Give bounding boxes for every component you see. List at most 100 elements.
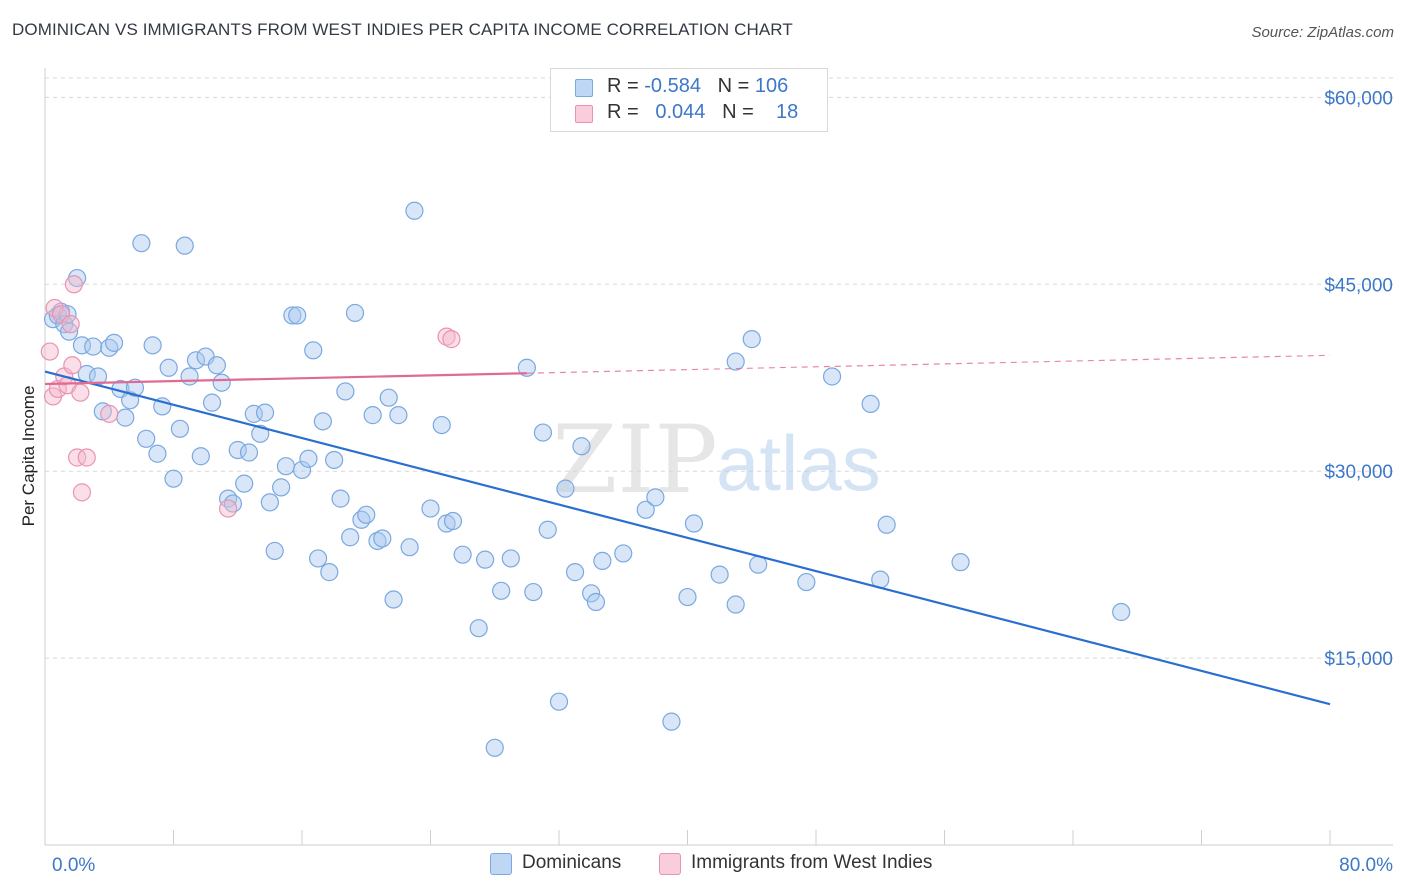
legend-swatch-west-indies bbox=[659, 853, 681, 875]
dominicans-point bbox=[132, 234, 151, 253]
legend-n-label: N = bbox=[717, 75, 755, 97]
west-indies-point bbox=[72, 483, 92, 502]
x-tick-max: 80.0% bbox=[1339, 855, 1393, 876]
dominicans-point bbox=[469, 619, 488, 638]
west-indies-trend-line bbox=[44, 372, 527, 386]
dominicans-point bbox=[572, 437, 591, 456]
dominicans-point bbox=[646, 488, 665, 507]
dominicans-point bbox=[170, 419, 190, 438]
west-indies-point bbox=[219, 499, 238, 518]
dominicans-point bbox=[593, 551, 612, 571]
dominicans-point bbox=[443, 511, 463, 531]
dominicans-point bbox=[180, 367, 199, 386]
dominicans-point bbox=[125, 378, 145, 397]
dominicans-point bbox=[292, 460, 312, 480]
legend-r-value: 0.044 bbox=[655, 101, 706, 123]
west-indies-point bbox=[71, 383, 90, 402]
dominicans-point bbox=[283, 306, 302, 325]
dominicans-point bbox=[710, 565, 729, 584]
dominicans-point bbox=[148, 444, 167, 463]
dominicans-point bbox=[1112, 602, 1131, 622]
dominicans-point bbox=[405, 201, 424, 220]
dominicans-point bbox=[363, 406, 382, 425]
y-tick-label: $60,000 bbox=[1324, 88, 1393, 109]
dominicans-point bbox=[453, 545, 472, 564]
dominicans-point bbox=[175, 236, 194, 255]
legend-r-value: -0.584 bbox=[644, 75, 701, 97]
west-indies-point bbox=[64, 275, 84, 294]
dominicans-point bbox=[476, 550, 495, 569]
dominicans-point bbox=[421, 499, 440, 518]
legend-n-value: 18 bbox=[776, 101, 799, 123]
dominicans-point bbox=[400, 538, 419, 557]
dominicans-point bbox=[299, 449, 318, 468]
dominicans-point bbox=[313, 412, 332, 431]
dominicans-point bbox=[822, 367, 842, 386]
dominicans-point bbox=[797, 572, 816, 592]
dominicans-point bbox=[116, 408, 135, 427]
west-indies-point bbox=[63, 356, 82, 375]
dominicans-point bbox=[265, 541, 284, 561]
dominicans-point bbox=[492, 581, 511, 600]
dominicans-point bbox=[159, 358, 178, 377]
west-indies-trend-line-extension bbox=[526, 354, 1331, 374]
dominicans-point bbox=[191, 447, 210, 466]
dominicans-point bbox=[251, 424, 270, 443]
dominicans-point bbox=[379, 388, 398, 407]
dominicans-point bbox=[84, 337, 103, 356]
y-tick-label: $15,000 bbox=[1324, 649, 1393, 670]
dominicans-point bbox=[304, 341, 323, 360]
dominicans-trend-line bbox=[44, 370, 1331, 706]
dominicans-point bbox=[373, 529, 392, 548]
dominicans-point bbox=[207, 356, 226, 375]
dominicans-point bbox=[549, 692, 569, 711]
chart-title: DOMINICAN VS IMMIGRANTS FROM WEST INDIES… bbox=[12, 20, 793, 39]
legend-n-label: N = bbox=[722, 101, 760, 123]
dominicans-point bbox=[308, 549, 328, 568]
west-indies-point bbox=[61, 315, 80, 334]
dominicans-point bbox=[636, 500, 655, 519]
dominicans-point bbox=[368, 531, 387, 551]
dominicans-point bbox=[186, 351, 206, 370]
trend-lines bbox=[44, 354, 1331, 706]
dominicans-point bbox=[272, 478, 291, 497]
dominicans-point bbox=[485, 738, 504, 757]
x-tick-min: 0.0% bbox=[52, 855, 95, 876]
dominicans-point bbox=[556, 479, 575, 498]
dominicans-point bbox=[239, 443, 259, 462]
legend-swatch-dominicans bbox=[490, 853, 512, 875]
dominicans-point bbox=[228, 440, 247, 460]
dominicans-point bbox=[726, 595, 745, 614]
dominicans-point bbox=[742, 330, 761, 349]
legend-n-value: 106 bbox=[754, 75, 789, 97]
dominicans-point bbox=[524, 582, 543, 602]
dominicans-point bbox=[288, 306, 307, 325]
dominicans-points bbox=[43, 201, 1131, 757]
dominicans-point bbox=[164, 469, 183, 488]
dominicans-point bbox=[260, 493, 279, 512]
y-axis-label: Per Capita Income bbox=[19, 386, 38, 527]
axes bbox=[44, 68, 1393, 846]
dominicans-point bbox=[325, 450, 344, 470]
west-indies-point bbox=[442, 330, 461, 349]
y-tick-label: $45,000 bbox=[1324, 275, 1393, 296]
west-indies-point bbox=[437, 327, 456, 346]
watermark-atlas: atlas bbox=[716, 419, 881, 507]
dominicans-point bbox=[212, 373, 231, 392]
dominicans-point bbox=[678, 587, 697, 607]
dominicans-point bbox=[202, 393, 222, 412]
west-indies-point bbox=[51, 305, 71, 324]
legend-swatch-dominicans bbox=[575, 79, 593, 97]
dominicans-point bbox=[255, 403, 275, 422]
dominicans-point bbox=[614, 544, 633, 563]
y-tick-label: $30,000 bbox=[1324, 462, 1393, 483]
dominicans-point bbox=[684, 514, 704, 533]
legend-swatch-west-indies bbox=[575, 105, 593, 123]
legend-r-label: R = bbox=[607, 101, 645, 123]
dominicans-point bbox=[538, 520, 557, 539]
series-legend: Dominicans Immigrants from West Indies bbox=[0, 852, 1406, 878]
west-indies-point bbox=[40, 342, 59, 361]
dominicans-point bbox=[726, 352, 745, 371]
dominicans-point bbox=[533, 423, 553, 442]
